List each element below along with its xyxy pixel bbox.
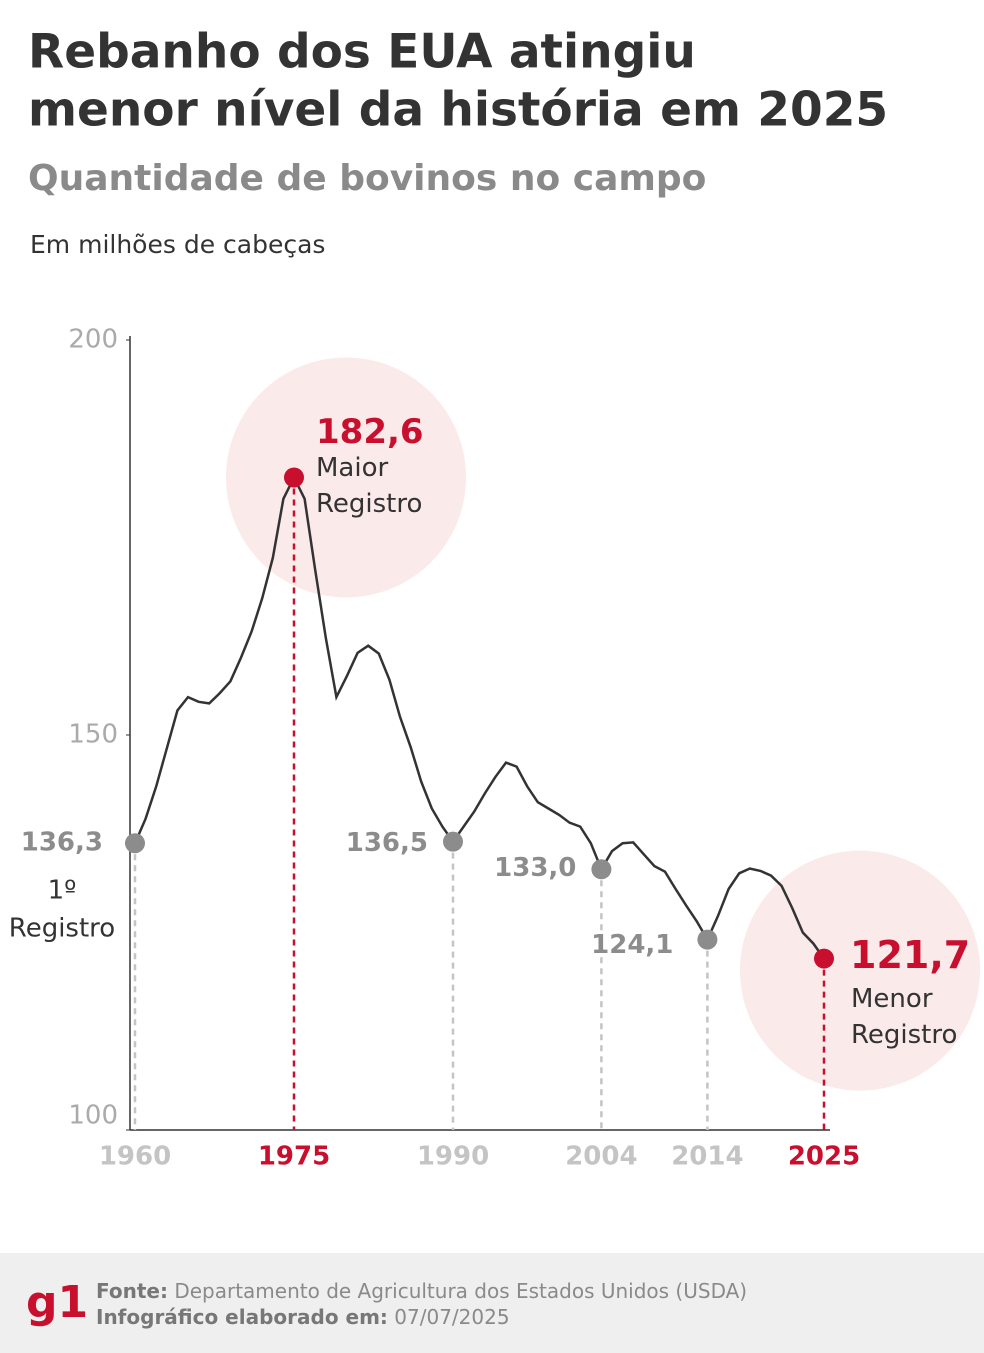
note: Registro xyxy=(316,489,422,519)
date-label: Infográfico elaborado em: xyxy=(96,1305,388,1329)
note: Maior xyxy=(316,453,388,483)
value-label: 182,6 xyxy=(316,412,424,452)
y-tick-label: 150 xyxy=(68,720,118,750)
value-label: 136,3 xyxy=(21,828,103,858)
note: Registro xyxy=(851,1020,957,1050)
chart-subtitle: Quantidade de bovinos no campo xyxy=(28,158,706,199)
source: Fonte: Departamento de Agricultura dos E… xyxy=(96,1279,747,1303)
value-label: 136,5 xyxy=(346,828,428,858)
x-tick-label: 1960 xyxy=(99,1142,171,1172)
x-tick-label: 1975 xyxy=(258,1142,330,1172)
note: Menor xyxy=(851,984,933,1014)
date-text: 07/07/2025 xyxy=(394,1305,509,1329)
highlight-point xyxy=(697,929,718,950)
x-tick-label: 2025 xyxy=(788,1142,860,1172)
source-label: Fonte: xyxy=(96,1279,168,1303)
value-label: 124,1 xyxy=(591,930,673,960)
highlight-point xyxy=(284,467,304,488)
x-tick-label: 2014 xyxy=(671,1142,743,1172)
chart-title: Rebanho dos EUA atingiu xyxy=(28,25,696,80)
y-axis-label: Em milhões de cabeças xyxy=(30,230,325,259)
x-tick-label: 1990 xyxy=(417,1142,489,1172)
x-tick-label: 2004 xyxy=(565,1142,637,1172)
plot: 100 150 200 1960 1975 1990 2004 2014 2025 136,3 1º… xyxy=(9,325,980,1172)
source-text: Departamento de Agricultura dos Estados … xyxy=(174,1279,747,1303)
date: Infográfico elaborado em: 07/07/2025 xyxy=(96,1305,510,1329)
highlight-point xyxy=(591,859,612,880)
highlight-point xyxy=(814,948,834,969)
halo xyxy=(226,357,466,598)
line xyxy=(133,474,826,960)
highlight-point xyxy=(125,833,145,854)
y-tick-label: 200 xyxy=(68,325,118,355)
value-label: 133,0 xyxy=(494,853,576,883)
logo: g1 xyxy=(26,1277,88,1328)
value-label: 121,7 xyxy=(850,933,970,977)
note: 1º xyxy=(48,876,77,906)
chart-title: menor nível da história em 2025 xyxy=(28,83,888,138)
note: Registro xyxy=(9,914,115,944)
footer-band xyxy=(0,1253,984,1353)
highlight-point xyxy=(443,831,463,852)
halo xyxy=(740,850,980,1091)
y-tick-label: 100 xyxy=(68,1101,118,1131)
